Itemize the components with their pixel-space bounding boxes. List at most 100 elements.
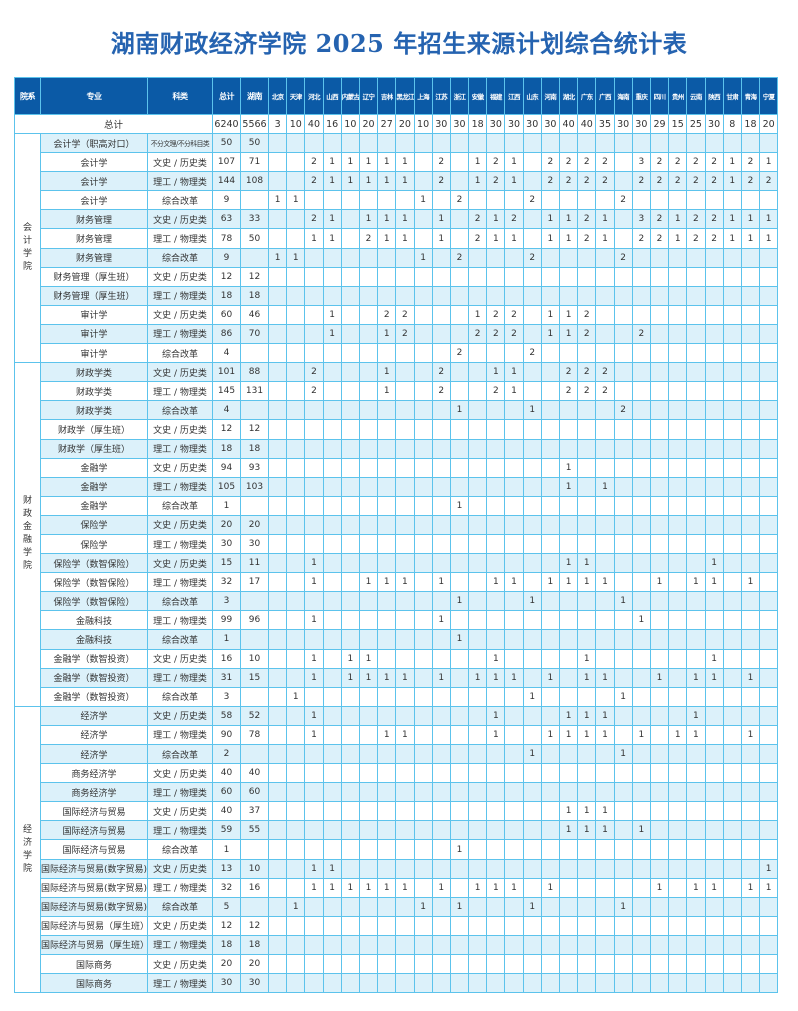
province-quota-cell (358, 973, 379, 994)
province-quota-cell (449, 724, 470, 746)
province-quota-cell (358, 419, 379, 440)
province-quota-cell (668, 610, 688, 631)
hunan-cell: 103 (240, 476, 269, 497)
province-quota-cell (267, 533, 288, 555)
province-quota-cell (668, 839, 688, 860)
province-quota-cell (759, 896, 779, 917)
major-cell: 审计学 (40, 343, 148, 364)
province-quota-cell (613, 629, 633, 650)
province-quota-cell (395, 132, 415, 154)
province-quota-cell (286, 343, 306, 364)
province-quota-cell (377, 553, 397, 574)
total-cell: 32 (212, 877, 241, 898)
province-quota-cell (449, 171, 470, 192)
province-quota-cell (540, 858, 561, 879)
province-quota-cell (267, 514, 288, 535)
header-province: 上海 (413, 77, 433, 115)
province-quota-cell (540, 343, 561, 364)
province-quota-cell (759, 801, 779, 822)
province-quota-cell (468, 495, 488, 516)
province-quota-cell (304, 343, 324, 364)
total-cell: 30 (212, 533, 241, 555)
major-cell: 金融科技 (40, 610, 148, 631)
province-quota-cell (449, 438, 470, 459)
province-quota-cell (468, 629, 488, 650)
province-quota-cell (649, 343, 670, 364)
province-quota-cell (322, 705, 342, 726)
major-cell: 商务经济学 (40, 763, 148, 784)
province-quota-cell: 1 (668, 209, 688, 230)
province-quota-cell (504, 476, 524, 497)
province-quota-cell (522, 705, 542, 726)
province-quota-cell (431, 438, 451, 459)
province-quota-cell (322, 763, 342, 784)
major-cell: 国际经济与贸易 (40, 820, 148, 841)
province-quota-cell (504, 457, 524, 478)
province-quota-cell (540, 495, 561, 516)
province-quota-cell (340, 954, 360, 975)
hunan-cell (240, 743, 269, 765)
province-quota-cell (577, 973, 597, 994)
province-quota-cell: 1 (486, 362, 506, 383)
major-cell: 保险学 (40, 533, 148, 555)
province-quota-cell (631, 896, 651, 917)
subject-type-cell: 理工 / 物理类 (147, 323, 213, 345)
province-quota-cell (595, 610, 615, 631)
province-quota-cell (267, 915, 288, 936)
province-quota-cell: 1 (395, 724, 415, 746)
province-quota-cell (340, 304, 360, 325)
province-quota-cell (413, 553, 433, 574)
table-row: 国际经济与贸易(数字贸易) 理工 / 物理类 32 16 1 1 1 1 1 1 1 1 1 1 1 1 1 1 1… (15, 877, 779, 898)
hunan-cell: 17 (240, 572, 269, 593)
province-quota-cell (340, 782, 360, 803)
province-quota-cell (649, 419, 670, 440)
province-quota-cell: 1 (558, 801, 579, 822)
province-quota-cell (649, 381, 670, 402)
province-quota-cell (740, 132, 761, 154)
province-quota-cell (722, 915, 742, 936)
province-quota-cell: 1 (395, 877, 415, 898)
province-quota-cell (304, 763, 324, 784)
province-quota-cell (613, 304, 633, 325)
province-quota-cell: 1 (286, 896, 306, 917)
major-cell: 金融学（数智投资） (40, 667, 148, 688)
province-quota-cell (577, 782, 597, 803)
province-quota-cell (486, 476, 506, 497)
province-quota-cell (267, 419, 288, 440)
enrollment-plan-table: 院系 专业 科类 总计 湖南 北京 天津 河北 山西 内蒙古 辽宁 吉林 黑龙江 上海 江苏 浙江 安徽 福建 江西… (14, 77, 779, 994)
subject-type-cell: 综合改革 (147, 343, 213, 364)
province-quota-cell (631, 362, 651, 383)
province-quota-cell (340, 285, 360, 306)
province-quota-cell (522, 915, 542, 936)
province-quota-cell (413, 686, 433, 707)
province-quota-cell (322, 476, 342, 497)
province-quota-cell (377, 743, 397, 765)
province-quota-cell (322, 400, 342, 421)
province-quota-cell (522, 285, 542, 306)
hunan-cell: 70 (240, 323, 269, 345)
province-quota-cell: 2 (686, 171, 706, 192)
province-quota-cell: 2 (486, 304, 506, 325)
province-quota-cell (322, 591, 342, 612)
header-type: 科类 (147, 77, 213, 115)
province-quota-cell (740, 419, 761, 440)
province-quota-cell (522, 648, 542, 669)
province-quota-cell: 1 (304, 858, 324, 879)
province-quota-cell (449, 285, 470, 306)
province-quota-cell (668, 743, 688, 765)
province-quota-cell (613, 209, 633, 230)
province-quota-cell: 2 (577, 323, 597, 345)
province-quota-cell (413, 457, 433, 478)
province-quota-cell (631, 438, 651, 459)
province-quota-cell (759, 132, 779, 154)
province-quota-cell (267, 686, 288, 707)
province-quota-cell (377, 686, 397, 707)
province-quota-cell: 1 (358, 171, 379, 192)
major-cell: 审计学 (40, 323, 148, 345)
province-quota-cell: 1 (468, 877, 488, 898)
total-cell: 30 (212, 973, 241, 994)
table-row: 保险学 理工 / 物理类 30 30 (15, 533, 779, 555)
province-quota-cell (304, 476, 324, 497)
province-quota-cell (740, 476, 761, 497)
total-cell: 58 (212, 705, 241, 726)
